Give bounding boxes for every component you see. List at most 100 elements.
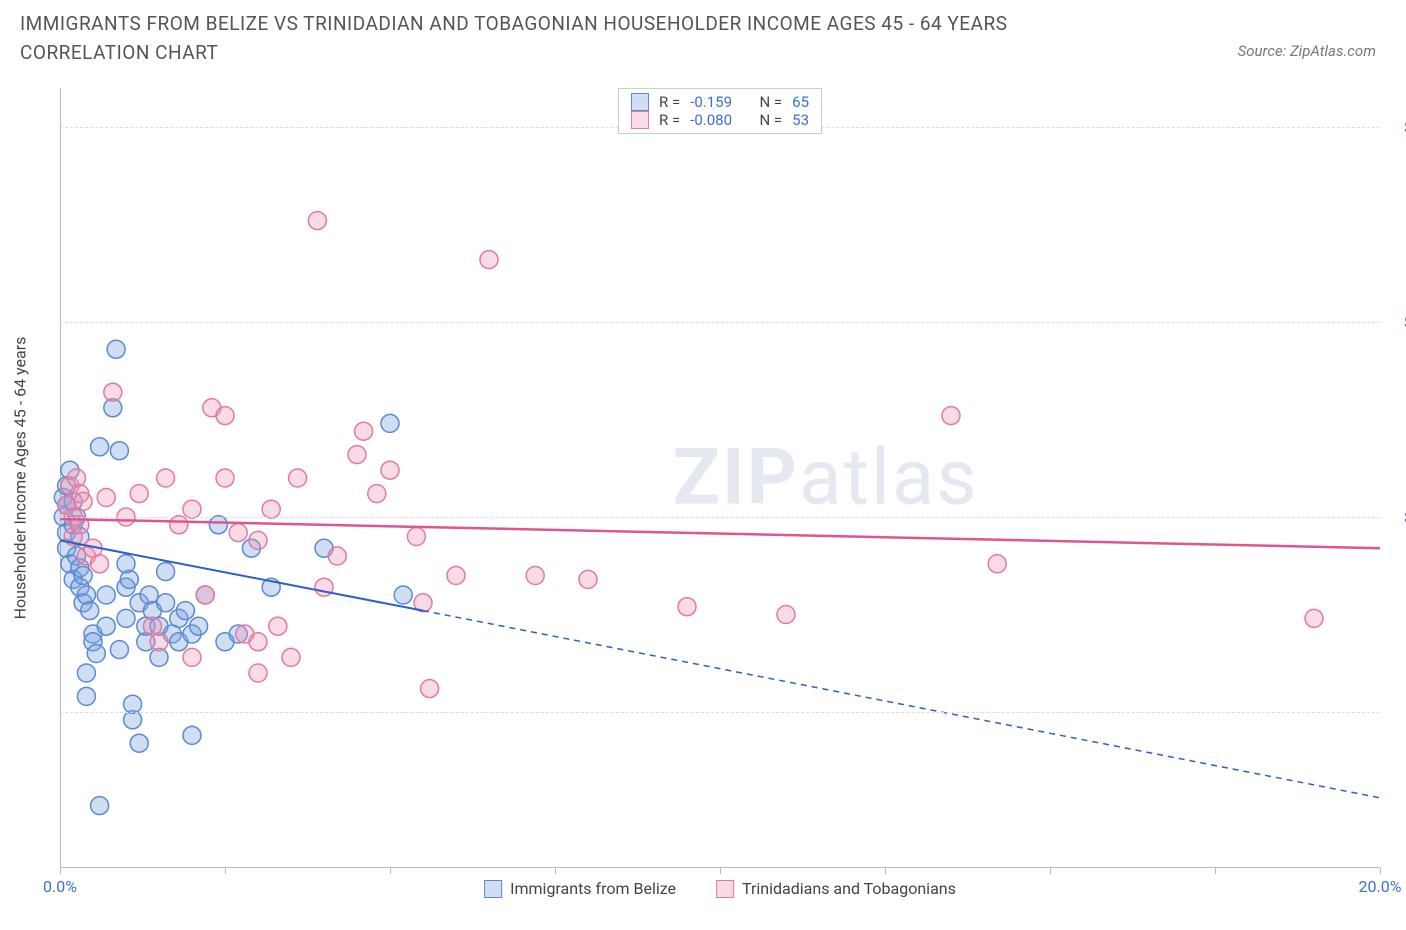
data-point <box>120 570 138 588</box>
data-point <box>130 734 148 752</box>
data-point <box>97 586 115 604</box>
data-point <box>447 567 465 585</box>
data-point <box>289 469 307 487</box>
data-point <box>97 489 115 507</box>
data-point <box>104 383 122 401</box>
data-point <box>170 516 188 534</box>
data-point <box>157 469 175 487</box>
data-point <box>110 442 128 460</box>
x-tick-mark <box>1050 868 1051 874</box>
n-value: 65 <box>792 93 809 111</box>
r-label: R = <box>659 111 680 129</box>
data-point <box>355 422 373 440</box>
x-tick-mark <box>390 868 391 874</box>
data-point <box>216 469 234 487</box>
data-point <box>110 641 128 659</box>
legend-swatch <box>716 880 734 898</box>
data-point <box>348 446 366 464</box>
data-point <box>526 567 544 585</box>
data-point <box>183 500 201 518</box>
series-legend: Immigrants from Belize Trinidadians and T… <box>484 879 956 898</box>
r-value: -0.080 <box>690 111 732 129</box>
data-point <box>117 555 135 573</box>
gridline <box>60 517 1380 518</box>
legend-row: R = -0.080 N = 53 <box>631 111 809 129</box>
gridline <box>60 322 1380 323</box>
data-point <box>308 212 326 230</box>
legend-label: Immigrants from Belize <box>510 879 676 898</box>
trend-line-ext <box>423 611 1380 798</box>
data-point <box>190 617 208 635</box>
legend-item: Trinidadians and Tobagonians <box>716 879 956 898</box>
data-point <box>87 645 105 663</box>
data-point <box>117 609 135 627</box>
data-point <box>157 563 175 581</box>
data-point <box>678 598 696 616</box>
data-point <box>249 531 267 549</box>
x-tick-mark <box>60 868 61 874</box>
y-axis-label: Householder Income Ages 45 - 64 years <box>11 337 30 620</box>
scatter-plot <box>60 88 1380 868</box>
data-point <box>480 251 498 269</box>
n-value: 53 <box>792 111 809 129</box>
data-point <box>91 797 109 815</box>
data-point <box>1305 609 1323 627</box>
correlation-legend: R = -0.159 N = 65 R = -0.080 N = 53 <box>618 88 822 134</box>
data-point <box>97 617 115 635</box>
n-label: N = <box>759 111 782 129</box>
data-point <box>91 555 109 573</box>
r-value: -0.159 <box>690 93 732 111</box>
data-point <box>74 567 92 585</box>
r-label: R = <box>659 93 680 111</box>
chart-title: IMMIGRANTS FROM BELIZE VS TRINIDADIAN AN… <box>20 10 1120 67</box>
data-point <box>229 524 247 542</box>
data-point <box>249 633 267 651</box>
data-point <box>81 602 99 620</box>
source-label: Source: ZipAtlas.com <box>1238 42 1376 60</box>
legend-swatch <box>484 880 502 898</box>
data-point <box>130 485 148 503</box>
data-point <box>183 648 201 666</box>
data-point <box>91 438 109 456</box>
data-point <box>368 485 386 503</box>
data-point <box>394 586 412 604</box>
x-tick-mark <box>720 868 721 874</box>
data-point <box>579 570 597 588</box>
legend-row: R = -0.159 N = 65 <box>631 93 809 111</box>
data-point <box>942 407 960 425</box>
x-tick-mark <box>225 868 226 874</box>
x-tick-mark <box>1380 868 1381 874</box>
gridline <box>60 712 1380 713</box>
data-point <box>988 555 1006 573</box>
x-tick-mark <box>555 868 556 874</box>
data-point <box>157 594 175 612</box>
x-tick-label: 20.0% <box>1359 877 1402 896</box>
data-point <box>74 492 92 510</box>
data-point <box>68 469 86 487</box>
legend-swatch <box>631 93 649 111</box>
data-point <box>183 726 201 744</box>
x-tick-mark <box>885 868 886 874</box>
data-point <box>150 633 168 651</box>
data-point <box>77 664 95 682</box>
data-point <box>328 547 346 565</box>
data-point <box>421 680 439 698</box>
data-point <box>282 648 300 666</box>
data-point <box>407 528 425 546</box>
x-tick-mark <box>1215 868 1216 874</box>
data-point <box>140 586 158 604</box>
data-point <box>107 340 125 358</box>
data-point <box>262 500 280 518</box>
data-point <box>249 664 267 682</box>
legend-item: Immigrants from Belize <box>484 879 676 898</box>
n-label: N = <box>759 93 782 111</box>
data-point <box>77 687 95 705</box>
data-point <box>269 617 287 635</box>
data-point <box>216 407 234 425</box>
data-point <box>381 414 399 432</box>
data-point <box>209 516 227 534</box>
data-point <box>77 586 95 604</box>
data-point <box>176 602 194 620</box>
chart-area: Householder Income Ages 45 - 64 years R … <box>60 88 1380 868</box>
data-point <box>777 606 795 624</box>
